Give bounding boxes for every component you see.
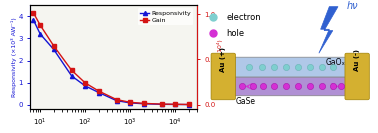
Text: hν: hν [347, 1, 358, 11]
Text: electron: electron [227, 13, 261, 22]
FancyBboxPatch shape [230, 77, 349, 96]
Text: Au (-): Au (-) [354, 49, 360, 71]
FancyBboxPatch shape [345, 53, 369, 100]
Y-axis label: Gain (×10⁴): Gain (×10⁴) [217, 39, 223, 76]
Text: hole: hole [227, 29, 245, 38]
Text: GaOₓ: GaOₓ [326, 58, 346, 67]
Text: Au (+): Au (+) [220, 47, 226, 72]
FancyBboxPatch shape [211, 53, 235, 100]
Polygon shape [319, 7, 338, 53]
Y-axis label: Responsivity (×10³ AW⁻¹): Responsivity (×10³ AW⁻¹) [11, 17, 17, 97]
FancyBboxPatch shape [230, 57, 349, 77]
Legend: Responsivity, Gain: Responsivity, Gain [138, 8, 194, 25]
Text: GaSe: GaSe [235, 97, 256, 106]
